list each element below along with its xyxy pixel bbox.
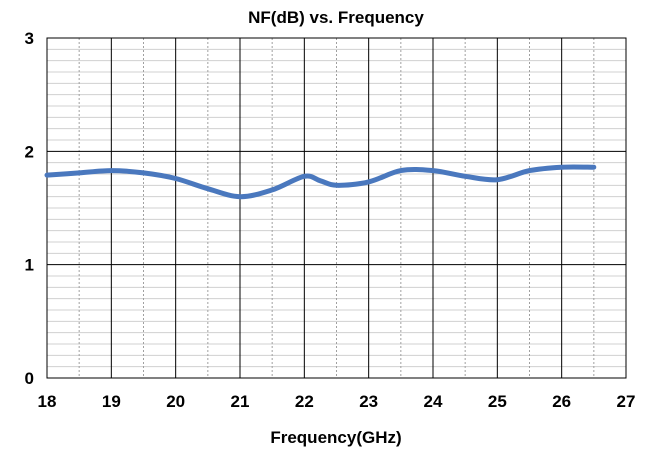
x-axis-label: Frequency(GHz) bbox=[270, 428, 401, 447]
x-tick-labels: 18 19 20 21 22 23 24 25 26 27 bbox=[38, 392, 636, 411]
y-tick-label: 2 bbox=[25, 142, 34, 161]
plot-frame bbox=[46, 37, 627, 379]
x-tick-label: 21 bbox=[231, 392, 250, 411]
chart-title: NF(dB) vs. Frequency bbox=[248, 8, 424, 27]
major-grid bbox=[47, 38, 626, 378]
x-tick-label: 18 bbox=[38, 392, 57, 411]
series-layer bbox=[44, 164, 597, 200]
x-tick-label: 25 bbox=[488, 392, 507, 411]
x-tick-label: 22 bbox=[295, 392, 314, 411]
y-tick-labels: 0 1 2 3 bbox=[25, 29, 34, 388]
y-tick-label: 3 bbox=[25, 29, 34, 48]
y-tick-label: 1 bbox=[25, 256, 34, 275]
x-tick-label: 27 bbox=[617, 392, 636, 411]
x-tick-label: 20 bbox=[166, 392, 185, 411]
x-tick-label: 19 bbox=[102, 392, 121, 411]
minor-grid bbox=[47, 38, 626, 378]
series-line bbox=[44, 164, 597, 200]
x-tick-label: 23 bbox=[359, 392, 378, 411]
x-tick-label: 24 bbox=[424, 392, 443, 411]
y-tick-label: 0 bbox=[25, 369, 34, 388]
x-tick-label: 26 bbox=[552, 392, 571, 411]
